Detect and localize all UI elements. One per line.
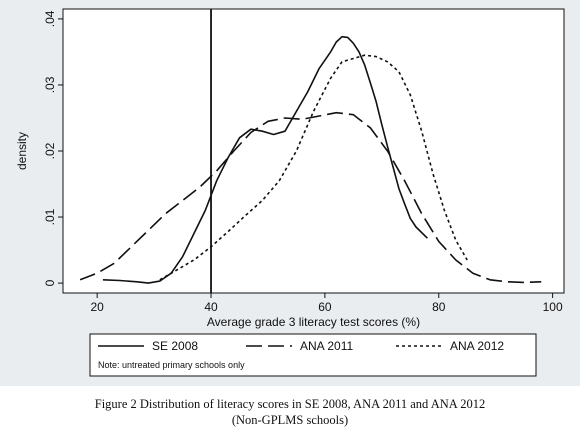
legend-label: SE 2008	[152, 339, 198, 353]
y-tick-label: .03	[43, 76, 57, 93]
x-tick-label: 100	[543, 300, 563, 314]
plot-area	[62, 8, 565, 294]
y-axis-title: density	[15, 132, 29, 170]
legend-label: ANA 2011	[300, 339, 353, 353]
caption-line-2: (Non-GPLMS schools)	[231, 413, 349, 427]
y-tick-label: .04	[43, 10, 57, 27]
figure-panel: 0 .01 .02 .03 .04 20 40 60 80 100 density Average g…	[0, 0, 580, 386]
series-line-ana-2011	[79, 111, 542, 284]
y-tick-label: 0	[43, 279, 57, 286]
density-chart: 0 .01 .02 .03 .04 20 40 60 80 100 density Average g…	[15, 8, 565, 377]
y-tick-label: .01	[43, 208, 57, 225]
series-line-ana-2012	[159, 54, 468, 281]
y-tick-label: .02	[43, 142, 57, 159]
legend-box	[89, 333, 537, 377]
x-tick-label: 40	[204, 300, 218, 314]
x-tick-label: 80	[432, 300, 446, 314]
x-tick-label: 20	[90, 300, 104, 314]
figure-caption: Figure 2 Distribution of literacy scores…	[0, 396, 580, 428]
legend-label: ANA 2012	[450, 339, 504, 353]
x-tick-label: 60	[318, 300, 332, 314]
x-axis-title: Average grade 3 literacy test scores (%)	[207, 315, 420, 329]
series-line-se-2008	[102, 35, 428, 284]
legend-note: Note: untreated primary schools only	[98, 360, 245, 370]
caption-line-1: Figure 2 Distribution of literacy scores…	[94, 397, 486, 411]
